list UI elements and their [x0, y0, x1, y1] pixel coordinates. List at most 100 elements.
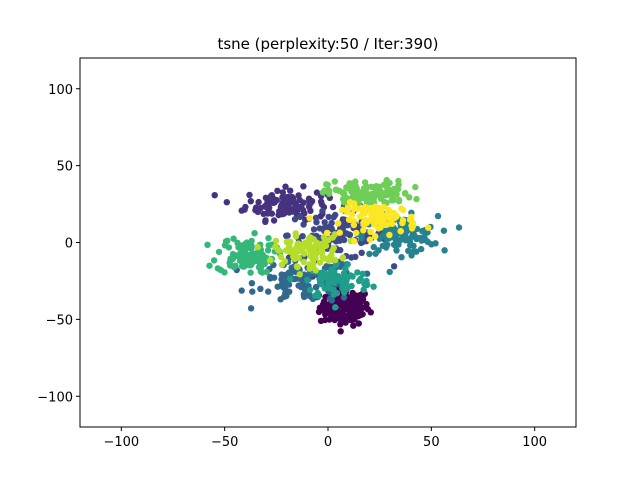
scatter-point [398, 254, 405, 261]
scatter-point [378, 208, 385, 216]
scatter-point [323, 263, 330, 270]
scatter-point [328, 297, 336, 304]
scatter-point [349, 189, 356, 196]
scatter-point [319, 271, 327, 278]
scatter-point [380, 203, 388, 211]
scatter-point [401, 190, 409, 197]
scatter-point [316, 276, 323, 283]
scatter-point [357, 275, 364, 282]
scatter-point [366, 236, 374, 243]
scatter-point [343, 208, 351, 215]
scatter-point [265, 200, 273, 208]
scatter-point [378, 214, 385, 221]
scatter-point [274, 187, 281, 194]
scatter-point [330, 277, 338, 284]
scatter-point [407, 242, 414, 249]
scatter-point [335, 220, 342, 227]
scatter-point [356, 213, 364, 220]
scatter-point [345, 216, 353, 223]
scatter-point [275, 247, 283, 254]
scatter-point [348, 180, 355, 187]
scatter-point [362, 216, 369, 224]
scatter-point [300, 221, 307, 228]
scatter-point [265, 235, 272, 242]
scatter-point [345, 299, 352, 306]
scatter-point [390, 263, 398, 270]
scatter-point [328, 266, 335, 274]
scatter-point [331, 178, 338, 185]
scatter-point [323, 229, 331, 237]
scatter-point [252, 204, 260, 211]
scatter-point [355, 320, 362, 327]
scatter-point [321, 219, 328, 226]
scatter-point [358, 234, 365, 242]
scatter-point [332, 289, 339, 296]
scatter-point [282, 183, 289, 190]
scatter-point [306, 215, 313, 222]
scatter-point [317, 198, 325, 205]
y-tick-label: −100 [37, 390, 73, 405]
scatter-point [350, 200, 358, 207]
scatter-point [310, 262, 317, 269]
scatter-point [336, 187, 343, 194]
scatter-point [350, 322, 357, 329]
scatter-point [360, 191, 368, 199]
scatter-point [310, 247, 318, 255]
scatter-point [343, 230, 350, 237]
scatter-point [370, 196, 377, 203]
scatter-point [319, 240, 326, 247]
scatter-point [254, 244, 261, 251]
scatter-point [366, 250, 373, 258]
scatter-point [291, 255, 298, 262]
scatter-point [204, 241, 211, 248]
scatter-point [339, 206, 346, 213]
scatter-point [360, 227, 367, 234]
scatter-point [424, 229, 431, 236]
scatter-point [296, 213, 304, 220]
scatter-point [230, 235, 237, 242]
scatter-point [399, 206, 407, 214]
y-tick-label: 50 [56, 160, 73, 175]
scatter-point [375, 247, 382, 254]
y-tick-label: 0 [65, 237, 73, 252]
scatter-point [255, 198, 262, 206]
y-tick-label: 100 [48, 83, 73, 98]
scatter-point [300, 183, 307, 190]
chart-title: tsne (perplexity:50 / Iter:390) [217, 35, 438, 53]
scatter-point [399, 219, 406, 227]
x-tick-label: −100 [103, 435, 139, 450]
scatter-point [372, 233, 379, 240]
scatter-point [291, 216, 299, 223]
scatter-point [413, 195, 420, 203]
scatter-point [210, 257, 218, 264]
scatter-point [361, 280, 368, 288]
scatter-point [214, 265, 221, 272]
scatter-point [359, 208, 367, 215]
scatter-point [261, 255, 268, 262]
scatter-point [271, 274, 278, 281]
scatter-point [321, 316, 329, 324]
scatter-point [229, 250, 237, 258]
scatter-point [282, 271, 289, 279]
scatter-point [326, 285, 333, 292]
scatter-point [292, 203, 299, 211]
scatter-point [267, 256, 274, 264]
scatter-point [386, 268, 393, 276]
scatter-point [298, 283, 305, 291]
scatter-point [351, 237, 358, 245]
scatter-point [313, 219, 320, 226]
scatter-point [370, 283, 377, 290]
scatter-point [224, 237, 231, 244]
scatter-point [279, 199, 286, 206]
scatter-point [211, 192, 218, 199]
scatter-point [394, 186, 402, 193]
scatter-point [279, 189, 286, 196]
scatter-point [364, 306, 372, 313]
scatter-points [204, 176, 463, 335]
scatter-point [277, 296, 284, 303]
scatter-point [441, 247, 448, 254]
scatter-point [305, 195, 313, 202]
scatter-point [325, 213, 332, 221]
scatter-point [395, 196, 403, 204]
